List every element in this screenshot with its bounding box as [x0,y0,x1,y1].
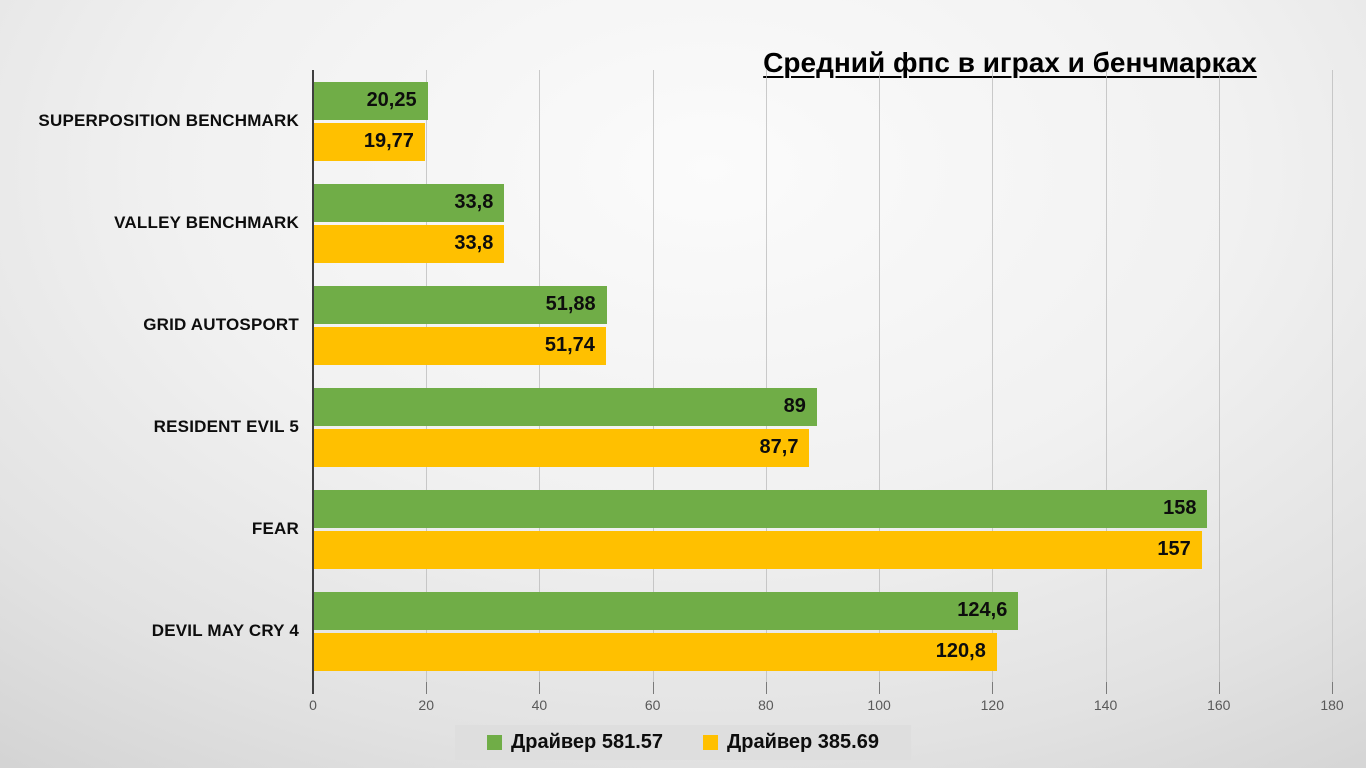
tick-mark [765,682,767,694]
tick-mark [1218,682,1220,694]
gridline [426,70,428,682]
legend-item: Драйвер 385.69 [703,731,879,754]
tick-label: 120 [980,697,1005,713]
bar-value-label: 158 [1163,497,1197,519]
gridline [879,70,881,682]
bar-value-label: 87,7 [759,436,799,458]
tick-label: 40 [531,697,548,713]
tick-mark [1105,682,1107,694]
bar-value-label: 120,8 [935,640,986,662]
bar: 89 [313,387,817,426]
value-axis: 0 20 40 60 80 100 120 140 160 180 [309,682,1344,722]
bar: 33,8 [313,183,505,222]
legend: Драйвер 581.57 Драйвер 385.69 [455,725,911,760]
category-axis: SUPERPOSITION BENCHMARK VALLEY BENCHMARK G… [0,70,301,682]
category-label: SUPERPOSITION BENCHMARK [38,111,299,130]
bar-value-label: 124,6 [957,599,1008,621]
bar-value-label: 33,8 [454,191,494,213]
tick-label: 80 [758,697,774,713]
chart-title: Средний фпс в играх и бенчмарках [763,47,1257,78]
category-row: 51,88 51,74 [313,274,1332,376]
bar: 157 [313,530,1202,569]
tick-mark [879,682,881,694]
bar-value-label: 89 [783,395,806,417]
bar: 158 [313,489,1208,528]
bar-rows: 20,25 19,77 33,8 33,8 51,88 51,74 89 87,7 158 157… [313,70,1332,682]
legend-swatch [487,735,503,750]
bar: 33,8 [313,224,505,263]
gridline [992,70,994,682]
bar: 51,88 [313,285,607,324]
gridline [1105,70,1107,682]
tick-label: 60 [644,697,661,713]
category-label: VALLEY BENCHMARK [114,213,299,232]
bar: 120,8 [313,632,997,671]
tick-label: 0 [309,697,317,713]
legend-swatch [703,735,718,750]
category-row: 89 87,7 [313,376,1332,478]
gridline [652,70,654,682]
bar: 19,77 [313,122,425,161]
bar-value-label: 20,25 [366,89,417,111]
tick-label: 180 [1320,697,1344,713]
category-label: GRID AUTOSPORT [143,315,299,334]
bar: 124,6 [313,591,1019,630]
bar-value-label: 33,8 [454,232,494,254]
legend-item: Драйвер 581.57 [487,731,663,754]
bar: 51,74 [313,326,606,365]
gridline [1332,70,1333,682]
category-label: DEVIL MAY CRY 4 [151,621,299,640]
category-row: 20,25 19,77 [313,70,1332,172]
plot-area: 20,25 19,77 33,8 33,8 51,88 51,74 89 87,7 158 157… [313,70,1333,682]
category-label: FEAR [251,519,299,538]
tick-label: 160 [1207,697,1231,713]
tick-mark [992,682,994,694]
tick-mark [426,682,428,694]
legend-label: Драйвер 581.57 [511,731,663,753]
gridline [539,70,541,682]
tick-mark [1332,682,1333,694]
bar-value-label: 51,88 [545,293,596,315]
tick-label: 20 [418,697,435,713]
category-row: 33,8 33,8 [313,172,1332,274]
legend-label: Драйвер 385.69 [727,731,879,753]
tick-mark [539,682,541,694]
bar-value-label: 19,77 [363,130,414,152]
tick-mark [652,682,654,694]
category-row: 124,6 120,8 [313,580,1332,682]
bar: 20,25 [313,81,428,120]
tick-label: 100 [867,697,891,713]
bar: 87,7 [313,428,810,467]
gridline [1218,70,1220,682]
bar-value-label: 51,74 [544,334,595,356]
category-label: RESIDENT EVIL 5 [153,417,299,436]
tick-label: 140 [1093,697,1118,713]
value-axis-baseline [312,70,314,694]
category-row: 158 157 [313,478,1332,580]
bar-value-label: 157 [1157,538,1191,560]
gridline [765,70,767,682]
